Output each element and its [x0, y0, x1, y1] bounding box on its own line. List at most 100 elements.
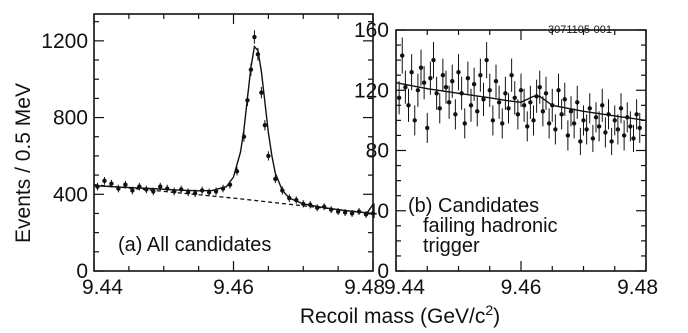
- data-point: [356, 209, 362, 214]
- y-tick-label: 80: [366, 140, 389, 163]
- data-point: [521, 103, 527, 108]
- panel-annotation-line: failing hadronic: [423, 215, 558, 237]
- data-point: [349, 211, 355, 216]
- data-point: [618, 106, 624, 111]
- data-point: [612, 118, 617, 123]
- data-point: [481, 97, 486, 102]
- data-point: [512, 95, 517, 100]
- data-point: [503, 91, 508, 96]
- data-point: [528, 100, 533, 105]
- panel-b: 9.44 9.46 9.48 0 40 80 120 160 (b) Candidates fai…: [354, 19, 658, 299]
- x-axis-title-superscript: 2: [485, 302, 493, 318]
- data-point: [571, 121, 577, 126]
- background-curve: [93, 184, 374, 215]
- data-point: [370, 211, 376, 216]
- y-tick-label: 40: [366, 200, 389, 223]
- panel-annotation: (b) Candidates failing hadronic trigger: [408, 195, 558, 257]
- x-tick-label: 9.46: [501, 276, 542, 299]
- data-point: [587, 106, 592, 111]
- data-point: [593, 115, 599, 120]
- data-point: [172, 189, 177, 194]
- data-point: [252, 34, 257, 40]
- data-point: [421, 80, 427, 85]
- data-point: [600, 103, 605, 108]
- data-point: [475, 109, 480, 114]
- panel-annotation-line: (a) All candidates: [118, 234, 271, 256]
- data-point: [465, 76, 471, 81]
- data-point: [287, 195, 292, 201]
- data-point: [255, 52, 261, 57]
- data-point: [490, 118, 496, 123]
- data-point: [509, 72, 514, 78]
- data-point: [158, 184, 163, 189]
- data-point: [590, 136, 596, 141]
- data-point: [95, 184, 100, 189]
- data-point: [575, 100, 580, 105]
- data-point: [615, 127, 621, 132]
- data-point: [403, 85, 408, 90]
- data-point: [515, 112, 521, 117]
- plot-frame: [93, 13, 374, 272]
- x-axis-title-main: Recoil mass (GeV/c: [300, 305, 486, 328]
- data-point: [621, 133, 627, 138]
- data-point: [412, 118, 417, 123]
- data-point: [440, 72, 446, 78]
- y-tick-label: 0: [76, 260, 88, 283]
- data-point: [192, 191, 198, 196]
- data-point: [556, 88, 561, 93]
- data-point: [450, 79, 455, 84]
- y-tick-label: 160: [354, 19, 389, 42]
- data-point: [471, 82, 477, 87]
- data-point: [280, 188, 285, 193]
- panel-annotation-line: trigger: [423, 235, 480, 257]
- data-point: [634, 112, 639, 117]
- data-point: [234, 169, 240, 174]
- data-point: [518, 88, 524, 93]
- data-point: [578, 139, 583, 144]
- data-point: [130, 188, 135, 193]
- data-point: [562, 97, 567, 102]
- data-point: [543, 91, 549, 96]
- data-point: [259, 90, 264, 95]
- data-point: [553, 127, 558, 132]
- data-point: [144, 187, 149, 192]
- data-point: [418, 65, 424, 70]
- data-point: [185, 190, 191, 195]
- data-point: [123, 182, 128, 187]
- data-point: [531, 118, 536, 123]
- y-tick-label: 120: [354, 79, 389, 102]
- data-point: [241, 134, 247, 139]
- data-point: [568, 109, 574, 114]
- x-axis-title: Recoil mass (GeV/c2): [300, 302, 500, 328]
- data-point: [637, 125, 642, 131]
- data-point: [456, 69, 461, 75]
- data-point: [428, 76, 433, 81]
- data-point: [342, 210, 348, 215]
- data-point: [116, 186, 121, 191]
- data-point: [151, 189, 156, 194]
- data-point: [565, 133, 571, 138]
- data-point: [406, 103, 411, 108]
- data-point: [459, 91, 464, 96]
- data-point: [525, 124, 530, 129]
- data-point: [609, 139, 614, 144]
- data-point: [606, 112, 611, 117]
- data-point: [220, 186, 226, 191]
- data-point: [335, 209, 341, 214]
- data-point: [409, 69, 414, 75]
- data-point: [109, 181, 114, 186]
- data-point: [245, 98, 250, 103]
- data-point: [478, 72, 483, 78]
- panel-annotation-line: (b) Candidates: [408, 195, 539, 217]
- data-point: [493, 79, 499, 84]
- data-point: [468, 103, 474, 108]
- data-point: [500, 121, 505, 126]
- data-point: [266, 153, 271, 159]
- data-point: [262, 123, 268, 128]
- data-point: [487, 88, 492, 93]
- data-point: [453, 112, 458, 117]
- y-tick-label: 0: [377, 260, 389, 283]
- data-point: [581, 118, 586, 123]
- data-point: [227, 182, 233, 187]
